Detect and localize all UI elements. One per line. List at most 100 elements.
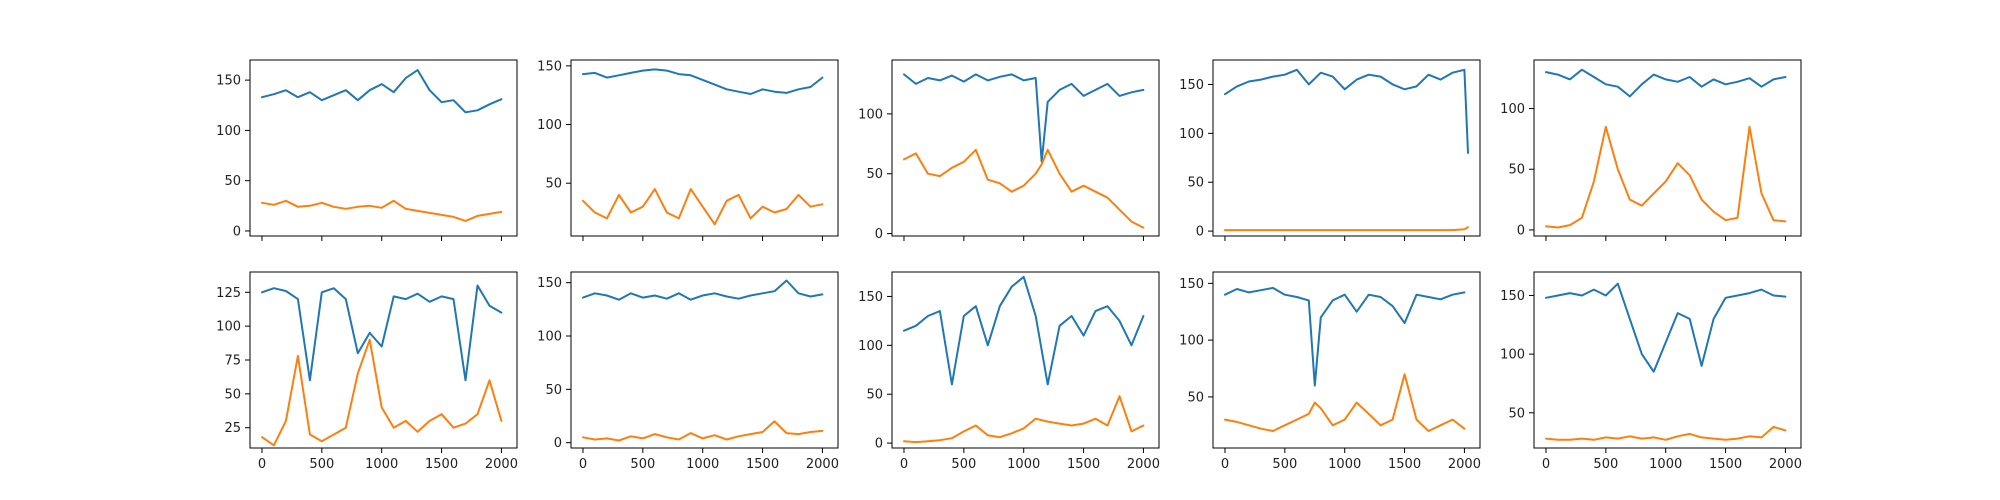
axes-frame (1212, 59, 1481, 237)
y-tick-label: 50 (1508, 406, 1525, 421)
y-tick-label: 100 (1500, 102, 1525, 117)
series-line-blue (582, 279, 824, 301)
y-tick-label: 100 (858, 339, 883, 354)
series-line-orange (261, 338, 503, 447)
subplot-4: 0 50 100 150 (1179, 59, 1481, 241)
x-tick-label: 1000 (1328, 457, 1361, 472)
x-tick-label: 500 (630, 457, 655, 472)
x-tick-label: 2000 (1769, 457, 1802, 472)
y-tick-label: 100 (1500, 348, 1525, 363)
x-tick-label: 0 (1542, 457, 1550, 472)
y-tick-label: 50 (866, 167, 883, 182)
y-tick-label: 0 (554, 436, 562, 451)
axes-frame (570, 59, 839, 237)
y-tick-label: 50 (1187, 176, 1204, 191)
x-tick-label: 0 (1221, 457, 1229, 472)
x-tick-label: 0 (900, 457, 908, 472)
series-line-orange (1545, 425, 1787, 441)
y-tick-label: 50 (224, 387, 241, 402)
y-tick-label: 50 (224, 174, 241, 189)
y-tick-label: 100 (1179, 334, 1204, 349)
y-tick-label: 50 (545, 383, 562, 398)
series-line-blue (1545, 68, 1787, 98)
subplot-1: 0 50 100 150 (216, 59, 518, 241)
x-tick-label: 0 (258, 457, 266, 472)
y-tick-label: 150 (537, 276, 562, 291)
series-line-blue (1224, 286, 1466, 387)
x-tick-label: 500 (951, 457, 976, 472)
y-tick-label: 150 (216, 74, 241, 89)
y-tick-label: 100 (216, 124, 241, 139)
x-tick-label: 1000 (1649, 457, 1682, 472)
series-line-blue (1224, 68, 1469, 154)
series-line-blue (903, 275, 1145, 386)
y-tick-label: 0 (1196, 225, 1204, 240)
series-line-orange (903, 395, 1145, 444)
y-tick-label: 100 (537, 118, 562, 133)
y-tick-label: 150 (1179, 78, 1204, 93)
y-tick-label: 150 (537, 59, 562, 74)
series-line-orange (903, 148, 1145, 229)
y-tick-label: 150 (1500, 289, 1525, 304)
y-tick-label: 100 (537, 330, 562, 345)
subplot-2: 50 100 150 (537, 59, 839, 241)
y-tick-label: 0 (875, 437, 883, 452)
y-tick-label: 50 (1508, 163, 1525, 178)
y-tick-label: 50 (866, 388, 883, 403)
y-tick-label: 25 (224, 421, 241, 436)
x-tick-label: 2000 (806, 457, 839, 472)
x-tick-label: 2000 (1127, 457, 1160, 472)
series-line-blue (582, 68, 824, 95)
y-tick-label: 50 (545, 177, 562, 192)
x-tick-label: 500 (309, 457, 334, 472)
subplot-5: 0 50 100 (1500, 59, 1802, 241)
axes-frame (891, 59, 1160, 237)
axes-frame (1533, 271, 1802, 449)
axes-frame (249, 271, 518, 449)
series-line-blue (1545, 282, 1787, 373)
x-tick-label: 1500 (1709, 457, 1742, 472)
y-tick-label: 150 (858, 290, 883, 305)
y-tick-label: 150 (1179, 277, 1204, 292)
y-tick-label: 100 (1179, 127, 1204, 142)
series-line-orange (1224, 373, 1466, 432)
series-line-orange (582, 420, 824, 442)
series-line-orange (261, 199, 503, 222)
axes-frame (570, 271, 839, 449)
y-tick-label: 100 (216, 320, 241, 335)
x-tick-label: 1500 (425, 457, 458, 472)
x-tick-label: 1000 (365, 457, 398, 472)
subplot-3: 0 50 100 (858, 59, 1160, 242)
y-tick-label: 75 (224, 354, 241, 369)
series-line-blue (903, 73, 1145, 163)
y-tick-label: 0 (233, 224, 241, 239)
x-tick-label: 1500 (1388, 457, 1421, 472)
x-tick-label: 2000 (485, 457, 518, 472)
x-tick-label: 500 (1593, 457, 1618, 472)
x-tick-label: 1000 (1007, 457, 1040, 472)
axes-frame (1533, 59, 1802, 237)
y-tick-label: 0 (875, 227, 883, 242)
y-tick-label: 0 (1517, 223, 1525, 238)
x-tick-label: 1000 (686, 457, 719, 472)
y-tick-label: 50 (1187, 390, 1204, 405)
series-line-orange (582, 188, 824, 226)
x-tick-label: 2000 (1448, 457, 1481, 472)
series-line-orange (1224, 226, 1469, 232)
x-tick-label: 0 (579, 457, 587, 472)
x-tick-label: 1500 (746, 457, 779, 472)
series-line-orange (1545, 125, 1787, 229)
series-line-blue (261, 69, 503, 114)
axes-frame (891, 271, 1160, 449)
x-tick-label: 1500 (1067, 457, 1100, 472)
y-tick-label: 125 (216, 286, 241, 301)
subplot-6: 25 50 75 100 125 0 500 1000 1500 2000 (216, 271, 518, 472)
x-tick-label: 500 (1272, 457, 1297, 472)
series-line-blue (261, 284, 503, 382)
y-tick-label: 100 (858, 107, 883, 122)
